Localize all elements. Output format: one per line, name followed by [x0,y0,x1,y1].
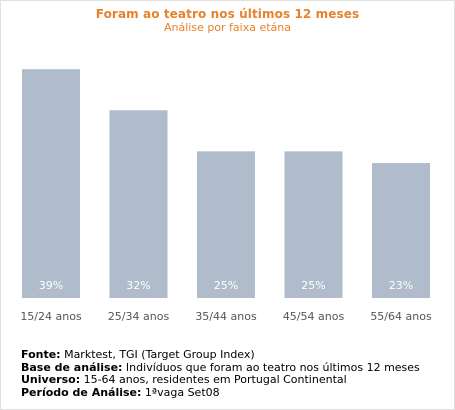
bar-value-label: 25% [214,279,238,292]
x-tick-label: 45/54 anos [283,310,345,323]
bar-value-label: 25% [301,279,325,292]
note-analysis-base: Base de análise: Indivíduos que foram ao… [21,360,420,374]
x-tick-label: 25/34 anos [108,310,170,323]
bar-2 [109,110,168,299]
bar-4 [284,151,343,298]
bar-1 [22,69,80,298]
x-tick-label: 35/44 anos [195,310,257,323]
bar-value-label: 39% [39,279,63,292]
bar-5 [372,163,430,298]
bar-value-label: 32% [126,279,150,292]
x-tick-label: 15/24 anos [20,310,82,323]
chart-title: Foram ao teatro nos últimos 12 meses [95,7,360,21]
bar-chart: 39% 15/24 anos 32% 25/34 anos 25% 35/44 anos 2… [20,69,432,323]
x-tick-label: 55/64 anos [370,310,432,323]
note-period: Período de Análise: 1ªvaga Set08 [21,385,220,399]
note-universe: Universo: 15-64 anos, residentes em Port… [21,373,347,387]
chart-notes: Fonte: Marktest, TGI (Target Group Index… [21,348,420,399]
chart-subtitle: Análise por faixa etána [163,21,292,34]
note-source: Fonte: Marktest, TGI (Target Group Index… [21,348,255,361]
bar-value-label: 23% [389,279,413,292]
bar-3 [197,151,255,298]
